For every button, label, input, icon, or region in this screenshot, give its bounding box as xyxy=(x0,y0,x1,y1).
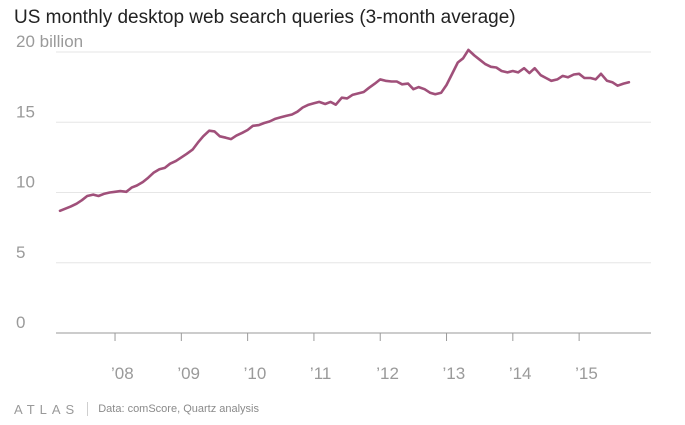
x-axis-ticks xyxy=(114,333,580,341)
x-tick-label: ’15 xyxy=(575,364,598,383)
x-tick-label: ’13 xyxy=(443,364,466,383)
y-axis-labels: 0 5 10 15 20 billion xyxy=(16,32,83,332)
series-line-search-queries xyxy=(58,48,631,213)
x-tick-label: ’08 xyxy=(111,364,134,383)
x-tick-label: ’09 xyxy=(177,364,200,383)
y-tick-label: 5 xyxy=(16,243,25,262)
x-tick-label: ’12 xyxy=(376,364,399,383)
chart-title: US monthly desktop web search queries (3… xyxy=(14,7,516,28)
x-tick-label: ’11 xyxy=(310,364,331,383)
footer-separator xyxy=(87,402,89,416)
source-note: Data: comScore, Quartz analysis xyxy=(98,403,260,415)
x-axis-labels: ’08 ’09 ’10 ’11 ’12 ’13 ’14 ’15 xyxy=(111,364,598,383)
atlas-logo[interactable]: ATLAS xyxy=(14,401,80,417)
footer: ATLAS Data: comScore, Quartz analysis xyxy=(14,400,259,418)
gridlines xyxy=(56,51,651,264)
y-tick-label: 15 xyxy=(16,102,35,121)
y-tick-label: 10 xyxy=(16,173,35,192)
x-tick-label: ’10 xyxy=(244,364,267,383)
x-tick-label: ’14 xyxy=(509,364,532,383)
y-tick-label: 20 billion xyxy=(16,32,83,51)
y-tick-label: 0 xyxy=(16,313,25,332)
